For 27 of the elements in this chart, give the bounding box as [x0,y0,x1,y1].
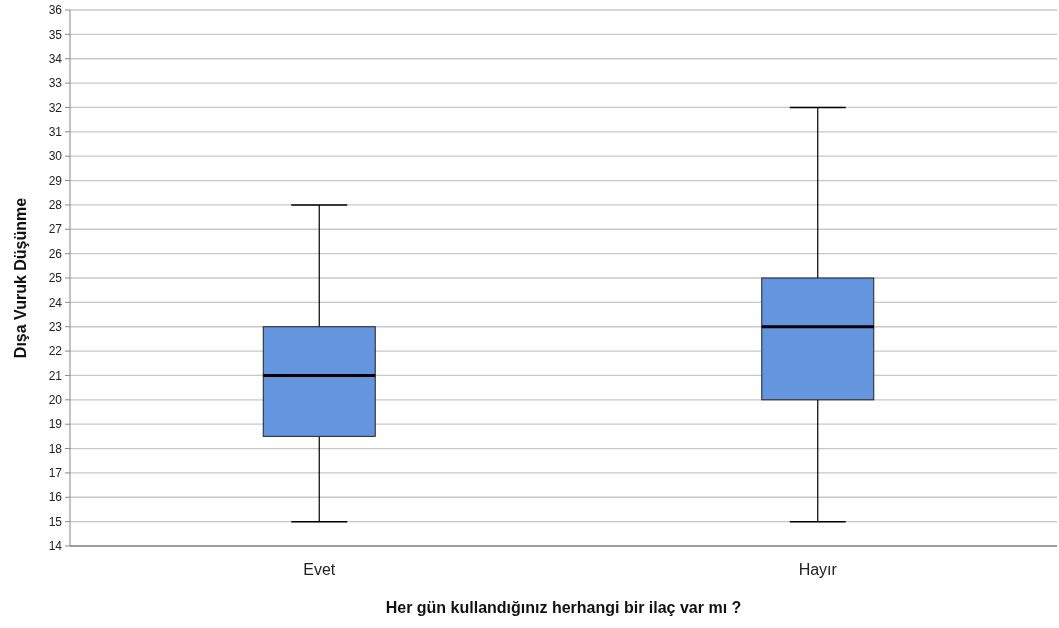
y-tick-label: 15 [48,514,63,529]
y-tick-label: 25 [48,271,63,286]
y-tick-label: 23 [48,319,63,334]
y-tick-label: 30 [48,149,63,164]
y-tick-label: 19 [48,417,63,432]
y-tick-label: 24 [48,295,63,310]
y-tick-label: 21 [48,368,63,383]
y-tick-label: 14 [48,539,63,554]
y-tick-label: 26 [48,246,63,261]
y-tick-label: 29 [48,173,63,188]
y-tick-label: 31 [48,125,63,140]
y-tick-label: 17 [48,466,63,481]
y-tick-label: 22 [48,344,63,359]
y-tick-label: 18 [48,441,63,456]
y-tick-label: 34 [48,51,63,66]
x-tick-label: Evet [303,561,336,578]
y-tick-label: 20 [48,393,63,408]
y-tick-label: 36 [48,3,63,18]
y-tick-label: 27 [48,222,63,237]
y-tick-label: 32 [48,100,63,115]
y-tick-label: 33 [48,76,63,91]
y-tick-label: 35 [48,27,63,42]
x-axis-title: Her gün kullandığınız herhangi bir ilaç var mı ? [385,599,742,616]
y-tick-label: 16 [48,490,63,505]
y-axis-title: Dışa Vuruk Düşünme [12,197,29,359]
y-tick-label: 28 [48,198,63,213]
x-tick-label: Hayır [798,561,838,578]
